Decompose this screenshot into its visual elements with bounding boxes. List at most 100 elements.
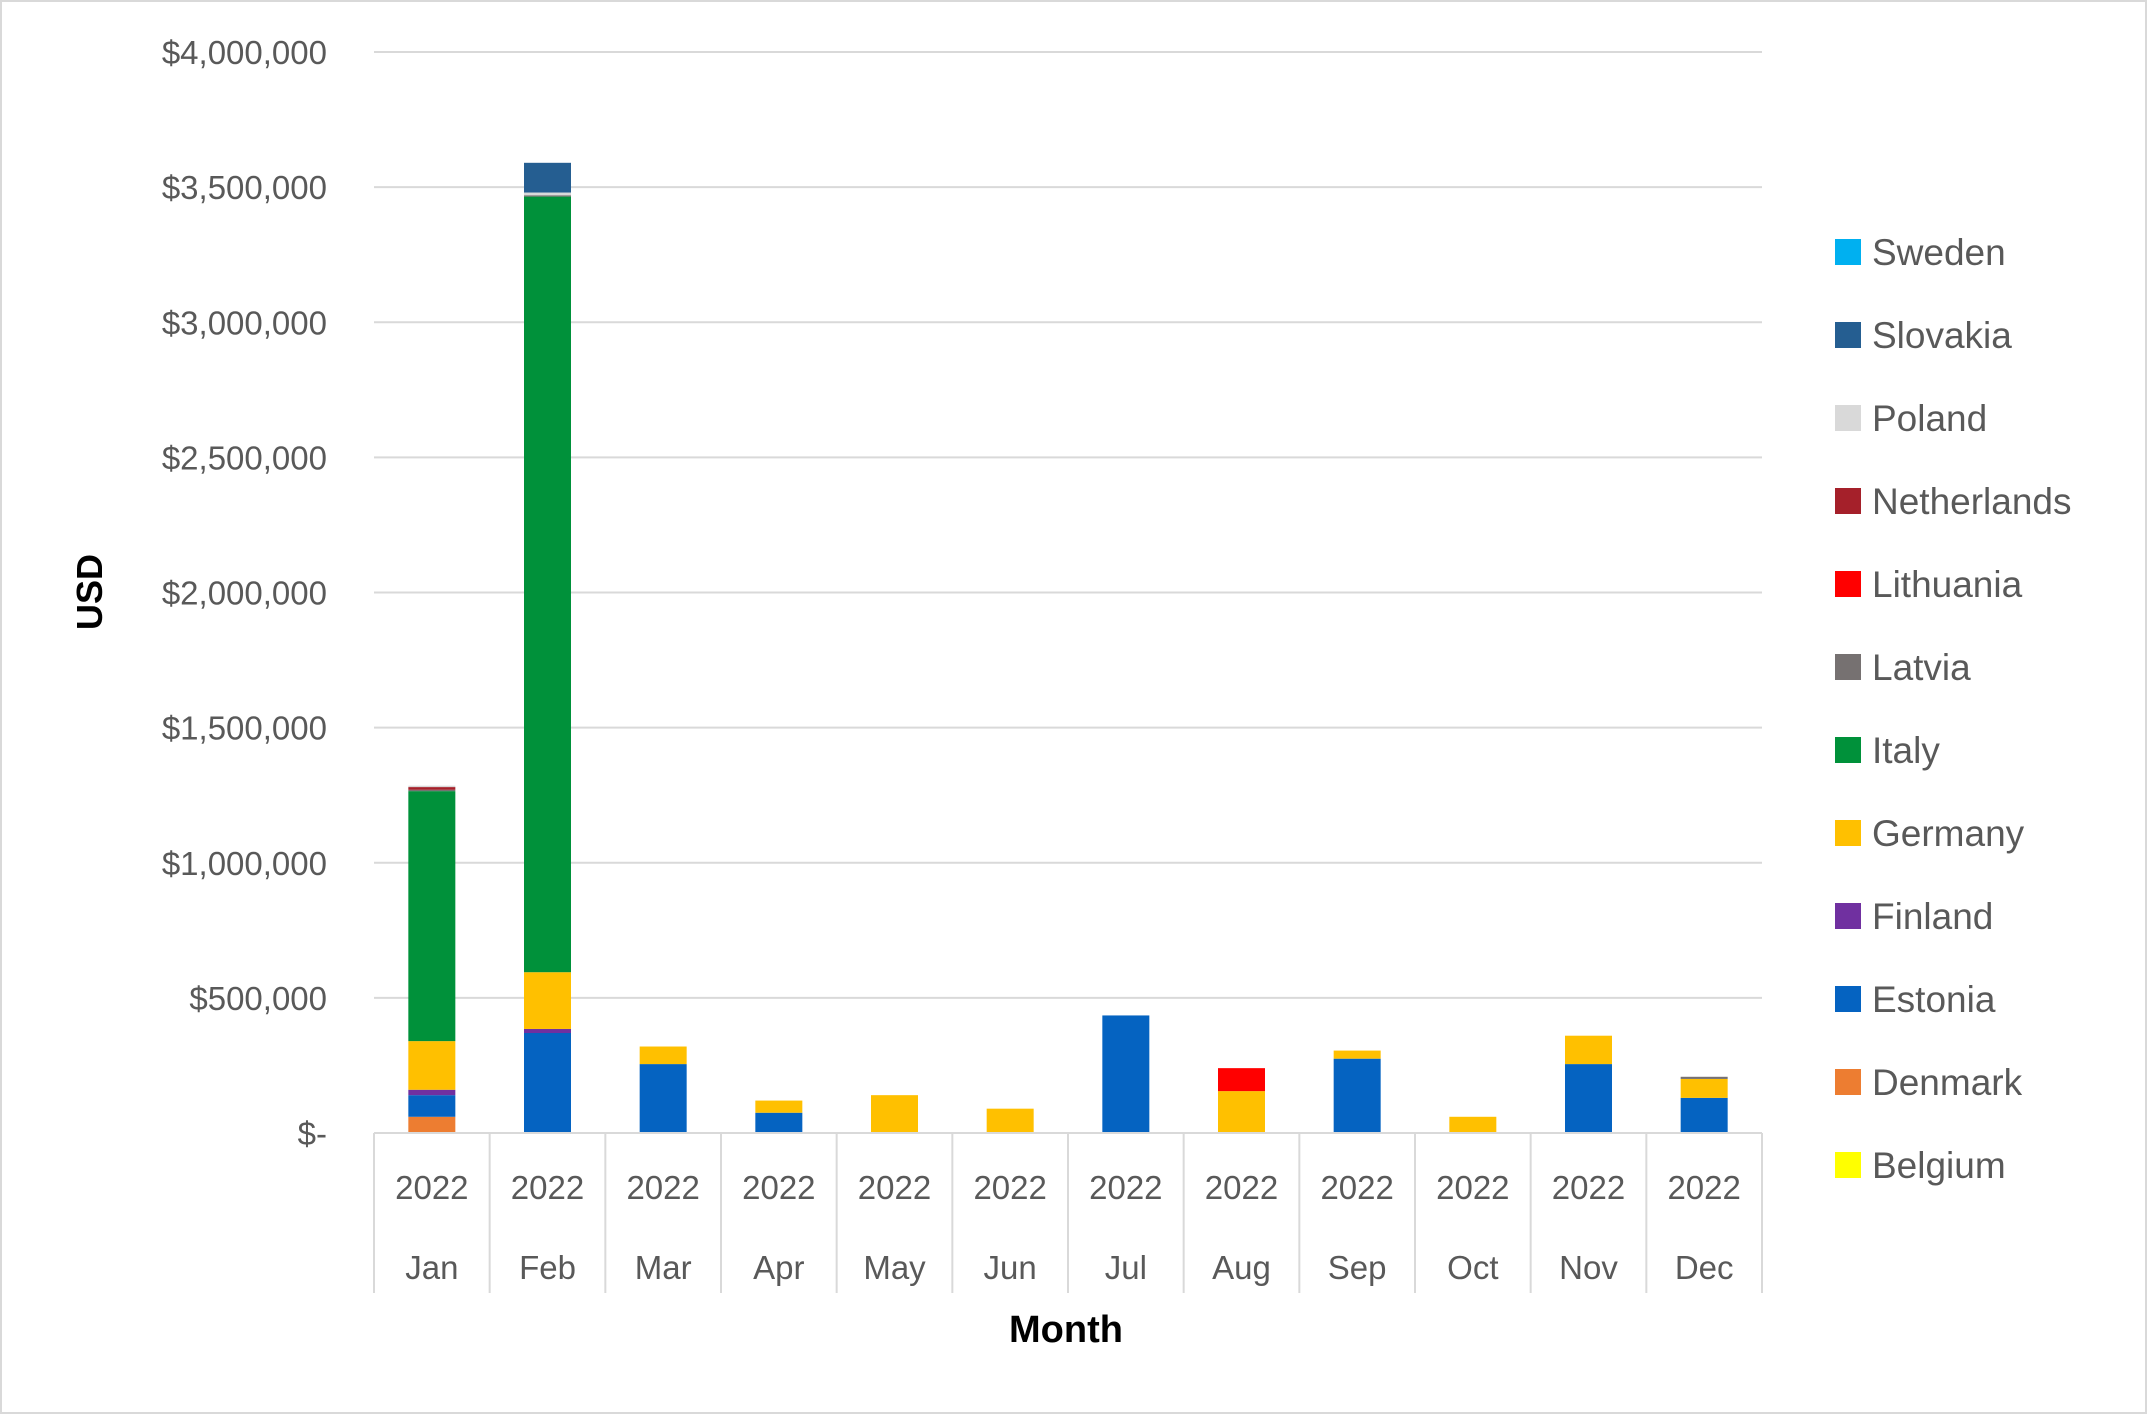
y-tick-label: $3,500,000 (162, 169, 327, 206)
x-tick-year: 2022 (1667, 1169, 1740, 1206)
x-tick-month: Oct (1447, 1249, 1498, 1286)
legend-swatch (1835, 737, 1861, 763)
bar-segment-estonia-apr (755, 1112, 803, 1133)
legend-swatch (1835, 903, 1861, 929)
bar-segment-germany-apr (755, 1100, 803, 1113)
legend-item-belgium: Belgium (1835, 1145, 2006, 1186)
bar-segment-estonia-jul (1102, 1015, 1150, 1133)
legend-item-lithuania: Lithuania (1835, 564, 2023, 605)
bar-segment-germany-sep (1333, 1050, 1381, 1059)
legend-item-denmark: Denmark (1835, 1062, 2023, 1103)
bar-segment-slovakia-feb (524, 162, 571, 193)
bar-segment-germany-mar (639, 1046, 687, 1065)
legend-swatch (1835, 488, 1861, 514)
legend-item-poland: Poland (1835, 398, 1987, 439)
legend-item-sweden: Sweden (1835, 232, 2006, 273)
y-tick-label: $1,500,000 (162, 710, 327, 747)
legend: Sweden Slovakia Poland Netherlands Lithuania… (1835, 232, 2072, 1186)
legend-item-slovakia: Slovakia (1835, 315, 2012, 356)
x-tick-year: 2022 (1320, 1169, 1393, 1206)
x-tick-year: 2022 (1089, 1169, 1162, 1206)
x-tick-year: 2022 (626, 1169, 699, 1206)
legend-label: Finland (1872, 896, 1993, 937)
y-tick-label: $500,000 (189, 980, 327, 1017)
legend-label: Italy (1872, 730, 1940, 771)
y-axis-ticks: $- $500,000 $1,000,000 $1,500,000 $2,000,000… (162, 34, 327, 1152)
bar-segment-finland-jan (408, 1089, 456, 1096)
x-tick-month: Jan (405, 1249, 458, 1286)
x-axis-title: Month (1009, 1309, 1123, 1351)
x-tick-month: May (863, 1249, 926, 1286)
legend-label: Sweden (1872, 232, 2006, 273)
y-tick-label: $- (298, 1115, 327, 1152)
x-tick-year: 2022 (1552, 1169, 1625, 1206)
x-tick-month: Feb (519, 1249, 576, 1286)
legend-swatch (1835, 1069, 1861, 1095)
x-tick-month: Nov (1559, 1249, 1618, 1286)
bar-segment-italy-jan (408, 791, 456, 1042)
bar-segment-germany-jun (986, 1108, 1034, 1133)
x-tick-year: 2022 (1205, 1169, 1278, 1206)
legend-label: Estonia (1872, 979, 1996, 1020)
x-tick-year: 2022 (858, 1169, 931, 1206)
bar-segment-estonia-mar (639, 1064, 687, 1133)
bar-segment-estonia-sep (1333, 1058, 1381, 1133)
x-tick-month: Aug (1212, 1249, 1271, 1286)
bar-segment-finland-feb (524, 1028, 571, 1034)
x-tick-month: Dec (1675, 1249, 1734, 1286)
x-tick-month: Jul (1105, 1249, 1147, 1286)
legend-label: Lithuania (1872, 564, 2023, 605)
bar-segment-poland-jan (408, 785, 456, 788)
bar-segment-netherlands-jan (408, 787, 456, 790)
x-tick-year: 2022 (395, 1169, 468, 1206)
y-tick-label: $1,000,000 (162, 845, 327, 882)
bar-segment-latvia-dec (1680, 1076, 1728, 1079)
x-tick-year: 2022 (1436, 1169, 1509, 1206)
legend-label: Germany (1872, 813, 2025, 854)
legend-label: Denmark (1872, 1062, 2023, 1103)
x-tick-month: Mar (635, 1249, 692, 1286)
legend-swatch (1835, 1152, 1861, 1178)
bar-segment-germany-dec (1680, 1078, 1728, 1098)
bar-segment-estonia-jan (408, 1095, 456, 1117)
bar-segment-estonia-feb (524, 1033, 571, 1133)
x-axis: 2022 Jan 2022 Feb 2022 Mar 2022 Apr 2022 May 2022 J… (373, 1132, 1763, 1293)
legend-item-netherlands: Netherlands (1835, 481, 2072, 522)
bar-segment-latvia-feb (524, 195, 571, 197)
x-tick-month: Sep (1328, 1249, 1387, 1286)
bar-segment-germany-nov (1565, 1035, 1612, 1065)
y-axis-title: USD (69, 554, 110, 630)
bar-segment-latvia-jan (408, 789, 456, 792)
legend-item-latvia: Latvia (1835, 647, 1971, 688)
x-tick-year: 2022 (742, 1169, 815, 1206)
legend-swatch (1835, 322, 1861, 348)
legend-item-estonia: Estonia (1835, 979, 1996, 1020)
x-tick-year: 2022 (973, 1169, 1046, 1206)
legend-label: Netherlands (1872, 481, 2072, 522)
bar-segment-denmark-jan (408, 1116, 456, 1133)
bar-segment-germany-feb (524, 972, 571, 1029)
bar-segment-germany-jan (408, 1041, 456, 1090)
legend-item-germany: Germany (1835, 813, 2025, 854)
legend-swatch (1835, 405, 1861, 431)
x-tick-year: 2022 (511, 1169, 584, 1206)
bar-segment-estonia-dec (1680, 1097, 1728, 1133)
legend-label: Belgium (1872, 1145, 2006, 1186)
legend-item-italy: Italy (1835, 730, 1940, 771)
legend-item-finland: Finland (1835, 896, 1993, 937)
bar-segment-germany-aug (1218, 1091, 1265, 1133)
bar-segment-estonia-nov (1565, 1064, 1612, 1133)
bar-segment-poland-feb (524, 192, 571, 196)
y-tick-label: $2,500,000 (162, 439, 327, 476)
x-tick-month: Apr (753, 1249, 804, 1286)
legend-label: Slovakia (1872, 315, 2012, 356)
y-tick-label: $2,000,000 (162, 575, 327, 612)
y-tick-label: $4,000,000 (162, 34, 327, 71)
legend-swatch (1835, 239, 1861, 265)
legend-swatch (1835, 820, 1861, 846)
y-tick-label: $3,000,000 (162, 304, 327, 341)
bar-segment-lithuania-aug (1218, 1068, 1265, 1092)
bar-segment-italy-feb (524, 196, 571, 973)
